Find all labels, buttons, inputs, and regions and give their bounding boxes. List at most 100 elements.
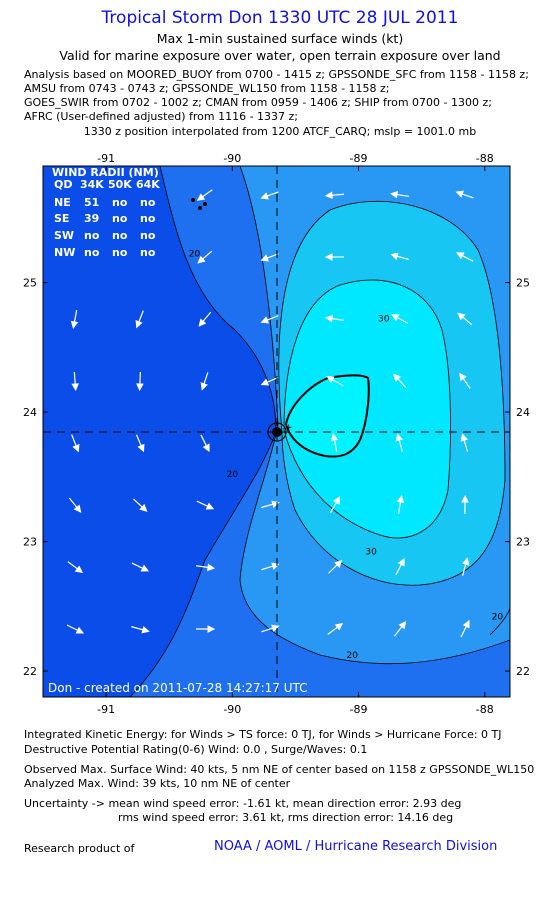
wind-vector-head [397,558,405,567]
wind-vector [198,311,212,327]
wind-vector [71,371,79,392]
wind-radii-row-se-64k: no [140,212,156,225]
wind-vector [456,252,474,262]
contour-34kt [284,374,370,458]
wind-vector-head [459,372,467,382]
wind-vector [460,619,470,638]
wind-vector [200,434,210,453]
wind-radii-header-34k: 34K [80,178,104,191]
land-marks [191,198,207,210]
wind-radii-row-nw-quadrant: NW [54,246,75,259]
wind-vector-head [391,314,400,322]
dpr-line: Destructive Potential Rating(0-6) Wind: … [24,743,368,756]
x-tick-label-bottom: -89 [350,703,368,716]
wind-vector-head [70,320,79,329]
contour-label: 30 [378,314,390,324]
wind-vector [329,496,341,514]
wind-vector [135,310,144,329]
wind-vector [260,253,279,262]
wind-vector [66,624,85,634]
wind-vector [395,558,405,576]
wind-radii-row-sw-34k: no [84,229,100,242]
wind-vector [459,372,471,389]
x-tick-label-top: -88 [476,152,494,165]
wind-vector [460,433,469,452]
wind-radii-title: WIND RADII (NM) [52,166,159,179]
source-line: Analysis based on MOORED_BUOY from 0700 … [24,68,529,81]
y-tick-label-left: 23 [23,536,37,549]
wind-vector [390,252,409,261]
wind-vector [196,500,215,510]
wind-radii-header-qd: QD [54,178,72,191]
x-tick-label-bottom: -90 [223,703,241,716]
wind-vector-head [202,443,210,453]
source-line: AFRC (User-defined adjusted) from 1116 -… [24,110,299,123]
wind-vector-head [334,559,343,569]
wind-vector-head [332,496,341,505]
wind-vector-head [198,318,207,327]
wind-vector [197,250,213,264]
wind-vector [200,372,209,391]
wind-vector-head [455,190,464,198]
wind-vector-head [74,565,84,574]
x-tick-label-bottom: -88 [476,703,494,716]
wind-radii-row-se-quadrant: SE [54,212,69,225]
wind-vector [132,498,148,512]
wind-field-map: 20 20 30 30 20 20 + WIND RADII (NM) QD 34K 50… [23,152,530,716]
y-tick-label-left: 22 [23,665,37,678]
contour-fill-group: 20 20 30 30 20 20 + WIND RADII (NM) QD 34K 50… [43,166,510,697]
wind-vector-head [390,252,399,260]
wind-vector-head [324,191,333,200]
contour-label: 20 [189,250,201,260]
wind-radii-row-ne-34k: 51 [84,196,99,209]
wind-vector [389,190,409,199]
wind-vector-head [207,625,216,633]
wind-vector [461,494,469,515]
wind-vector-head [200,382,208,391]
wind-vector [196,563,216,572]
wind-radii-row-sw-quadrant: SW [54,229,74,242]
wind-vector-head [398,621,407,630]
wind-vector [70,310,79,329]
analyzed-max-wind: Analyzed Max. Wind: 39 kts, 10 nm NE of … [24,777,291,790]
wind-vector [396,495,405,514]
chart-subtitle-variable: Max 1-min sustained surface winds (kt) [156,31,404,46]
wind-vector-head [324,253,333,261]
chart-title: Tropical Storm Don 1330 UTC 28 JUL 2011 [101,8,459,28]
source-line: GOES_SWIR from 0702 - 1002 z; CMAN from … [24,96,492,109]
wind-vector-head [260,192,269,200]
wind-vector-head [461,557,470,566]
wind-vector [195,625,216,633]
wind-vector-head [196,193,206,201]
wind-vector-head [395,433,404,442]
y-tick-label-right: 25 [516,277,530,290]
wind-vector-head [271,624,280,632]
wind-vector-head [324,314,334,323]
contour-labels: 20 20 30 30 20 20 [189,250,504,661]
wind-vector [260,376,279,386]
wind-vector-head [456,252,465,260]
wind-vector [196,189,213,201]
wind-radii-row-nw-50k: no [112,246,128,259]
x-tick-label-bottom: -91 [97,703,115,716]
wind-vector [324,314,344,323]
wind-vector-head [260,378,270,386]
noaa-link[interactable]: NOAA / AOML / Hurricane Research Divisio… [214,839,498,854]
wind-vector [131,562,150,572]
contour-label: 30 [365,548,377,558]
wind-radii-row-sw-50k: no [112,229,128,242]
wind-vector [324,253,345,261]
wind-vector-head [457,312,466,321]
x-tick-label-top: -89 [350,152,368,165]
wind-vectors [66,189,474,638]
wind-vector-head [396,495,405,504]
wind-vector [131,625,150,634]
wind-vector [260,315,279,324]
y-tick-label-right: 24 [516,406,530,419]
y-tick-label-right: 23 [516,536,530,549]
uncertainty-rms: rms wind speed error: 3.61 kt, rms direc… [118,811,454,824]
wind-radii-row-se-50k: no [112,212,128,225]
wind-vector-head [206,563,216,572]
uncertainty-mean: Uncertainty -> mean wind speed error: -1… [24,797,462,810]
wind-vector-head [389,190,399,199]
